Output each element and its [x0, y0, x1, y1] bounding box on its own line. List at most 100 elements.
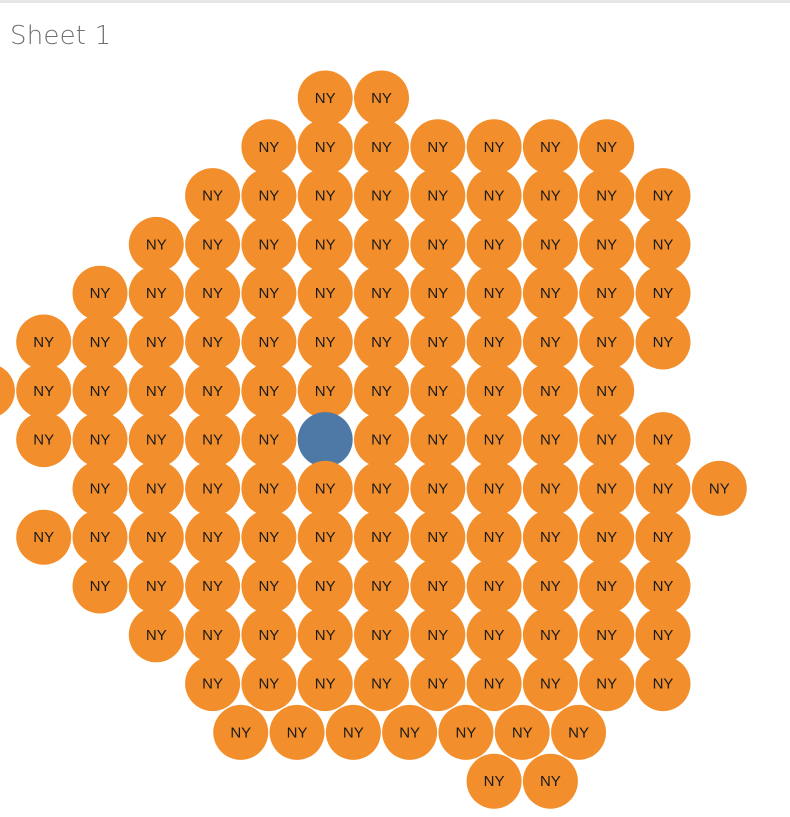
bubble[interactable]: NY — [551, 704, 607, 760]
bubble[interactable]: NY — [579, 363, 635, 419]
bubble-circle[interactable] — [410, 119, 466, 175]
bubble[interactable]: NY — [410, 656, 466, 712]
bubble-circle[interactable] — [635, 412, 691, 468]
bubble[interactable]: NY — [297, 509, 353, 565]
bubble-circle[interactable] — [522, 656, 578, 712]
bubble[interactable]: NY — [522, 607, 578, 663]
bubble-circle[interactable] — [354, 607, 409, 663]
bubble-circle[interactable] — [72, 460, 128, 516]
bubble-circle[interactable] — [466, 607, 522, 663]
bubble-circle[interactable] — [241, 460, 297, 516]
bubble[interactable]: NY — [522, 314, 578, 370]
bubble-circle[interactable] — [466, 168, 522, 224]
bubble[interactable]: NY — [128, 216, 184, 272]
bubble-circle[interactable] — [128, 607, 184, 663]
bubble[interactable]: NY — [466, 460, 522, 516]
bubble[interactable]: NY — [410, 607, 466, 663]
bubble[interactable]: NY — [297, 265, 353, 321]
bubble[interactable]: NY — [466, 753, 522, 809]
bubble[interactable]: NY — [466, 314, 522, 370]
bubble[interactable]: NY — [297, 460, 353, 516]
bubble[interactable]: NY — [354, 216, 409, 272]
bubble[interactable]: NY — [16, 509, 72, 565]
bubble-circle[interactable] — [466, 558, 522, 614]
bubble-highlighted[interactable] — [297, 412, 353, 468]
bubble[interactable]: NY — [410, 314, 466, 370]
bubble-circle[interactable] — [635, 460, 691, 516]
bubble[interactable]: NY — [325, 704, 381, 760]
bubble[interactable]: NY — [466, 509, 522, 565]
bubble[interactable]: NY — [410, 216, 466, 272]
bubble[interactable]: NY — [494, 704, 550, 760]
bubble-circle[interactable] — [382, 704, 438, 760]
bubble[interactable]: NY — [354, 412, 409, 468]
bubble[interactable]: NY — [410, 119, 466, 175]
bubble[interactable]: NY — [579, 607, 635, 663]
bubble-circle[interactable] — [185, 168, 241, 224]
bubble-circle[interactable] — [466, 753, 522, 809]
bubble[interactable]: NY — [185, 656, 241, 712]
bubble-circle[interactable] — [297, 216, 353, 272]
bubble[interactable]: NY — [522, 558, 578, 614]
bubble[interactable]: NY — [691, 460, 747, 516]
bubble-circle[interactable] — [213, 704, 269, 760]
bubble[interactable]: NY — [410, 412, 466, 468]
bubble[interactable]: NY — [128, 363, 184, 419]
bubble[interactable]: NY — [354, 168, 409, 224]
bubble[interactable]: NY — [128, 509, 184, 565]
bubble[interactable]: NY — [241, 558, 297, 614]
bubble-circle[interactable] — [410, 412, 466, 468]
bubble-circle[interactable] — [0, 363, 15, 418]
bubble-circle[interactable] — [635, 558, 691, 614]
bubble[interactable]: NY — [0, 363, 15, 418]
bubble-circle[interactable] — [354, 314, 409, 370]
bubble-circle[interactable] — [185, 363, 241, 419]
bubble[interactable]: NY — [635, 558, 691, 614]
bubble-circle[interactable] — [16, 314, 72, 370]
bubble-circle[interactable] — [579, 119, 635, 175]
bubble-circle[interactable] — [579, 265, 635, 321]
bubble[interactable]: NY — [522, 509, 578, 565]
bubble-circle[interactable] — [551, 704, 607, 760]
bubble-circle[interactable] — [410, 265, 466, 321]
bubble[interactable]: NY — [354, 460, 409, 516]
bubble-circle[interactable] — [579, 607, 635, 663]
bubble[interactable]: NY — [410, 509, 466, 565]
bubble-circle[interactable] — [466, 656, 522, 712]
bubble[interactable]: NY — [579, 119, 635, 175]
bubble[interactable]: NY — [579, 314, 635, 370]
bubble[interactable]: NY — [128, 460, 184, 516]
bubble-circle[interactable] — [297, 460, 353, 516]
bubble-circle[interactable] — [354, 70, 409, 126]
bubble-circle[interactable] — [522, 509, 578, 565]
bubble-circle[interactable] — [128, 460, 184, 516]
bubble-circle[interactable] — [241, 558, 297, 614]
bubble[interactable]: NY — [466, 168, 522, 224]
bubble[interactable]: NY — [72, 509, 128, 565]
bubble-circle[interactable] — [128, 558, 184, 614]
bubble[interactable]: NY — [466, 119, 522, 175]
bubble[interactable]: NY — [354, 558, 409, 614]
bubble-circle[interactable] — [635, 656, 691, 712]
bubble-circle[interactable] — [410, 607, 466, 663]
bubble[interactable]: NY — [297, 168, 353, 224]
bubble-circle[interactable] — [354, 216, 409, 272]
bubble[interactable]: NY — [185, 460, 241, 516]
bubble[interactable]: NY — [635, 168, 691, 224]
bubble[interactable]: NY — [354, 363, 409, 419]
bubble-circle[interactable] — [579, 656, 635, 712]
bubble-circle[interactable] — [466, 314, 522, 370]
bubble[interactable]: NY — [16, 363, 72, 419]
bubble[interactable]: NY — [297, 119, 353, 175]
bubble[interactable]: NY — [16, 412, 72, 468]
bubble-circle[interactable] — [185, 558, 241, 614]
bubble[interactable]: NY — [354, 509, 409, 565]
bubble-circle[interactable] — [466, 216, 522, 272]
bubble[interactable]: NY — [579, 558, 635, 614]
bubble[interactable]: NY — [128, 607, 184, 663]
bubble-circle[interactable] — [354, 265, 409, 321]
bubble-circle[interactable] — [241, 216, 297, 272]
bubble[interactable]: NY — [635, 412, 691, 468]
bubble-circle[interactable] — [466, 265, 522, 321]
bubble-circle[interactable] — [410, 216, 466, 272]
